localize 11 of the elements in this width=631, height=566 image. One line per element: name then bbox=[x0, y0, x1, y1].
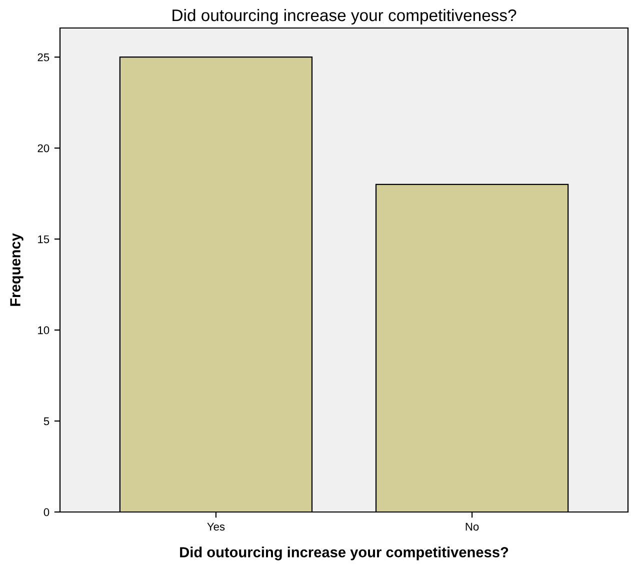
y-axis-title: Frequency bbox=[10, 233, 24, 306]
x-axis-title: Did outourcing increase your competitiveness? bbox=[180, 546, 508, 560]
y-tick-label: 5 bbox=[44, 417, 50, 426]
x-tick-label: Yes bbox=[207, 522, 225, 531]
x-tick-label: No bbox=[466, 522, 479, 531]
y-tick-label: 15 bbox=[38, 235, 50, 244]
y-tick-label: 0 bbox=[44, 508, 50, 516]
y-tick-label: 20 bbox=[38, 144, 50, 152]
y-tick-label: 10 bbox=[38, 326, 50, 334]
y-tick-label: 25 bbox=[38, 53, 50, 62]
chart-title: Did outourcing increase your competitiveness? bbox=[172, 8, 516, 25]
